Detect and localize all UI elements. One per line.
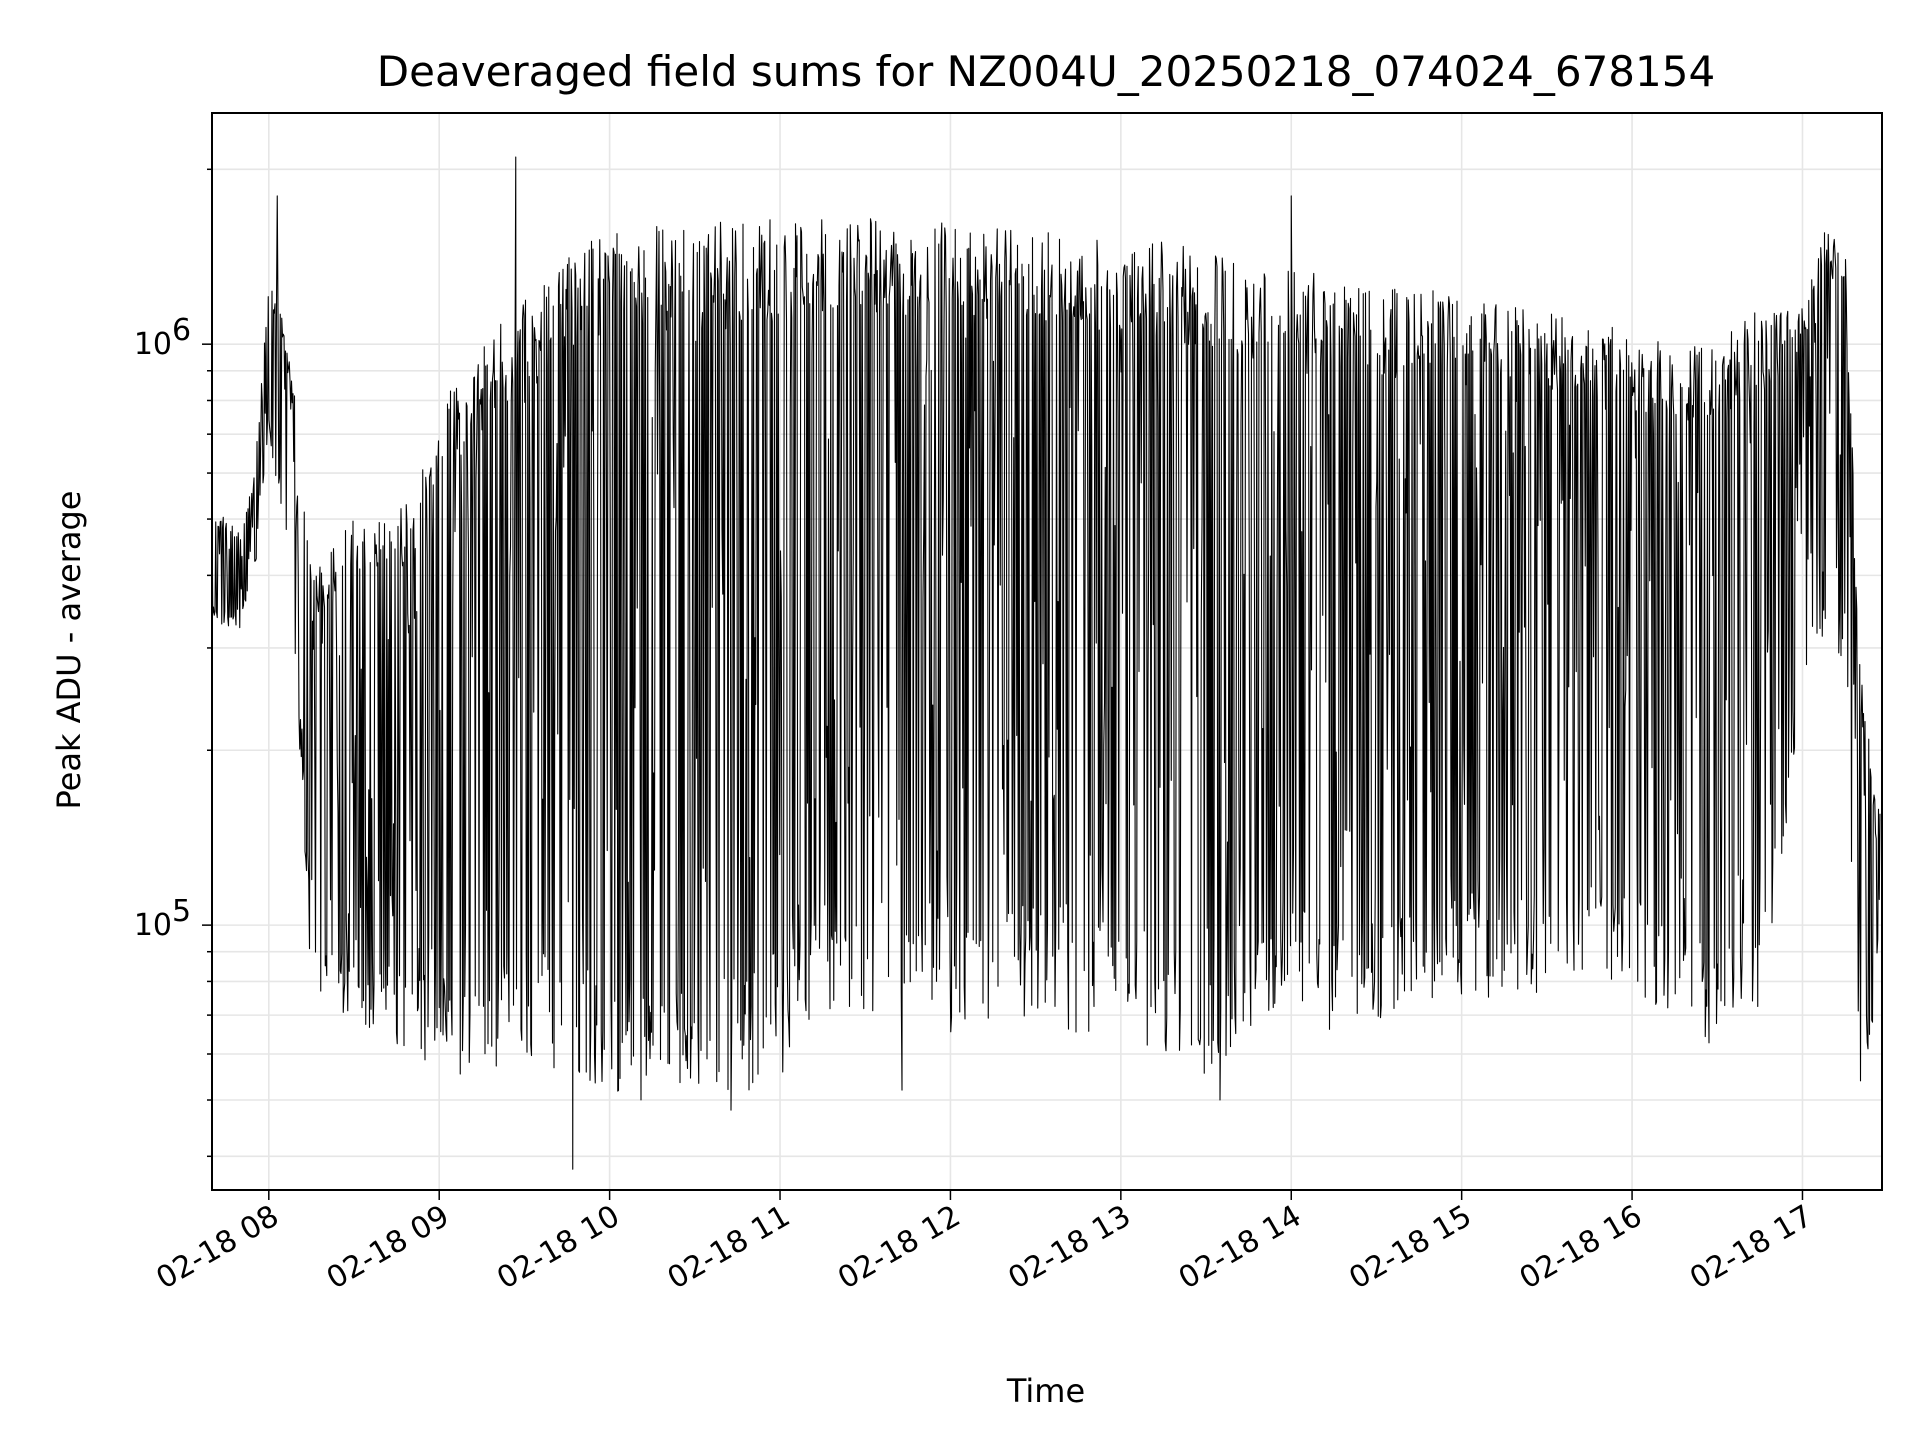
y-tick-exponent: 6	[172, 313, 191, 348]
y-axis-title: Peak ADU - average	[50, 491, 88, 810]
plot-frame	[211, 112, 1883, 1191]
x-axis-title: Time	[1006, 1372, 1085, 1410]
series-line	[211, 156, 1881, 1170]
y-tick-label: 10	[134, 327, 172, 362]
y-tick-exponent: 5	[172, 894, 191, 929]
y-tick-label: 10	[134, 908, 172, 943]
chart-title: Deaveraged field sums for NZ004U_2025021…	[377, 47, 1715, 96]
